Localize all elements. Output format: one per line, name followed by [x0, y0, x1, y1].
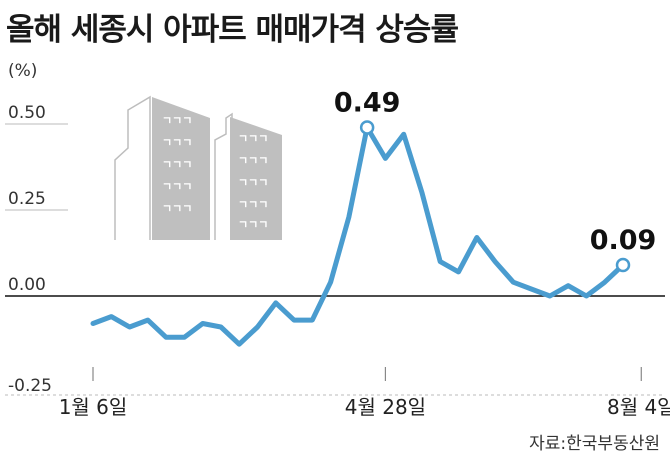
chart-title: 올해 세종시 아파트 매매가격 상승률: [6, 12, 459, 48]
building-windows: ㄱㄱㄱ ㄱㄱㄱ ㄱㄱㄱ ㄱㄱㄱ ㄱㄱㄱ ㄱㄱㄱ ㄱㄱㄱ ㄱㄱㄱ ㄱㄱㄱ ㄱㄱㄱ: [162, 114, 268, 231]
y-unit-label: (%): [8, 61, 37, 81]
svg-text:ㄱㄱㄱ: ㄱㄱㄱ: [162, 202, 192, 215]
apartment-buildings-illustration: ㄱㄱㄱ ㄱㄱㄱ ㄱㄱㄱ ㄱㄱㄱ ㄱㄱㄱ ㄱㄱㄱ ㄱㄱㄱ ㄱㄱㄱ ㄱㄱㄱ ㄱㄱㄱ: [114, 95, 282, 240]
svg-text:ㄱㄱㄱ: ㄱㄱㄱ: [238, 198, 268, 211]
highlight-marker: [615, 257, 631, 273]
x-tick-label: 8월 4일: [607, 395, 670, 419]
svg-text:ㄱㄱㄱ: ㄱㄱㄱ: [238, 154, 268, 167]
highlight-marker: [359, 120, 375, 135]
svg-text:ㄱㄱㄱ: ㄱㄱㄱ: [238, 218, 268, 231]
svg-text:ㄱㄱㄱ: ㄱㄱㄱ: [238, 132, 268, 145]
series-line: [90, 124, 626, 347]
svg-text:ㄱㄱㄱ: ㄱㄱㄱ: [162, 158, 192, 171]
y-tick-label: 0.50: [8, 103, 46, 123]
source-label: 자료:한국부동산원: [529, 434, 660, 454]
svg-text:ㄱㄱㄱ: ㄱㄱㄱ: [162, 180, 192, 193]
svg-text:ㄱㄱㄱ: ㄱㄱㄱ: [238, 176, 268, 189]
y-tick-label: 0.25: [8, 189, 46, 209]
data-label: 0.49: [334, 87, 401, 118]
y-tick-label: -0.25: [8, 376, 52, 396]
y-tick-label: 0.00: [8, 275, 46, 295]
svg-text:ㄱㄱㄱ: ㄱㄱㄱ: [162, 114, 192, 127]
svg-text:ㄱㄱㄱ: ㄱㄱㄱ: [162, 136, 192, 149]
x-tick-label: 1월 6일: [59, 395, 128, 419]
x-tick-label: 4월 28일: [345, 395, 426, 419]
data-label: 0.09: [590, 225, 657, 256]
